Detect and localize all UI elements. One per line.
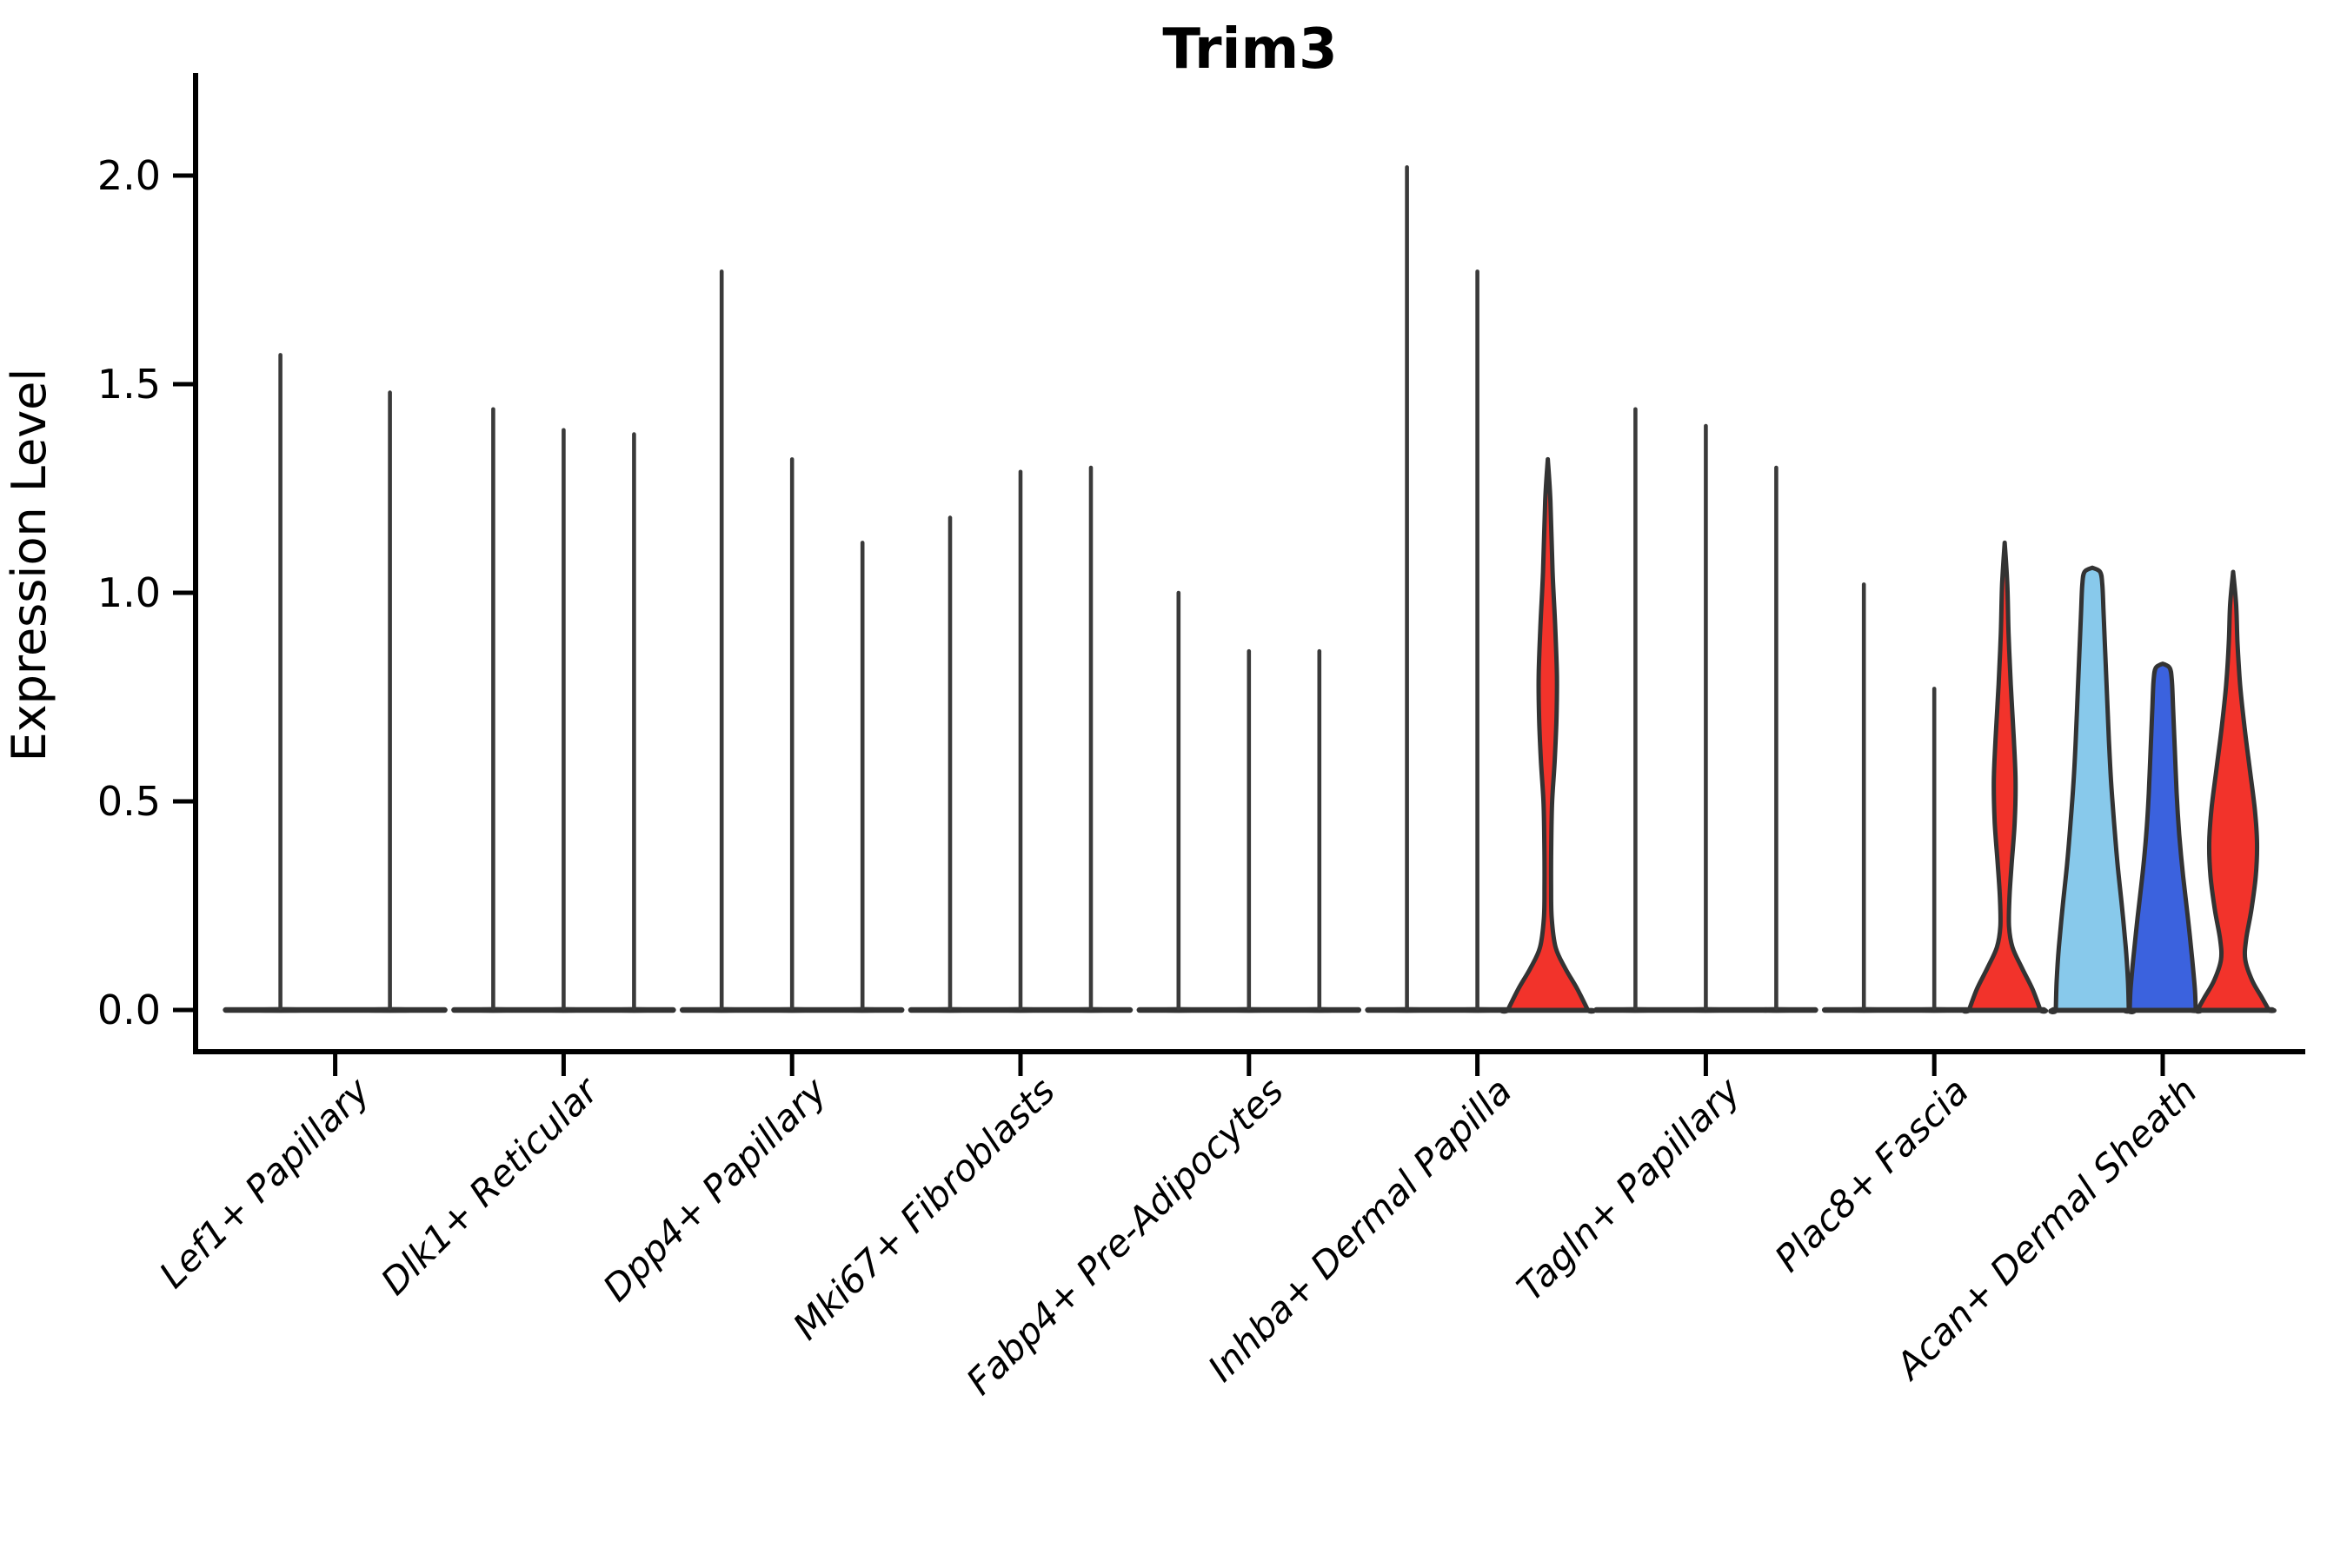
x-tick-label: Plac8+ Fascia [1766,1069,1977,1279]
violin-group [1136,590,1362,1013]
plot-title: Trim3 [1162,17,1337,82]
y-tick-label: 0.0 [97,987,161,1033]
violin-body-red [1499,456,1597,1014]
x-tick-label: Lef1+ Papillary [151,1069,379,1297]
x-tick-label: Tagln+ Papillary [1509,1069,1750,1310]
violin-body-red [2190,569,2277,1013]
y-axis-label: Expression Level [2,369,57,762]
violin-group [223,353,448,1013]
plot-area [223,165,2277,1014]
y-tick-label: 2.0 [97,152,161,199]
violin-group [1365,165,1597,1014]
violin-body-red [1961,540,2049,1014]
x-tick-label: Dlk1+ Reticular [373,1067,608,1303]
violin-group [2048,565,2277,1014]
violin-body-blue [2122,661,2204,1014]
violin-body-light_blue [2048,565,2137,1014]
axis-spines [193,73,2305,1054]
y-tick-label: 1.5 [97,361,161,408]
violin-group [908,465,1134,1013]
y-tick-label: 1.0 [97,569,161,616]
violin-group [679,269,905,1013]
violin-group [1821,540,2049,1014]
violin-group [451,407,676,1013]
x-tick-label: Dpp4+ Papillary [595,1069,835,1310]
x-tick-label: Mki67+ Fibroblasts [785,1069,1063,1347]
y-tick-label: 0.5 [97,778,161,825]
violin-group [1593,407,1818,1013]
